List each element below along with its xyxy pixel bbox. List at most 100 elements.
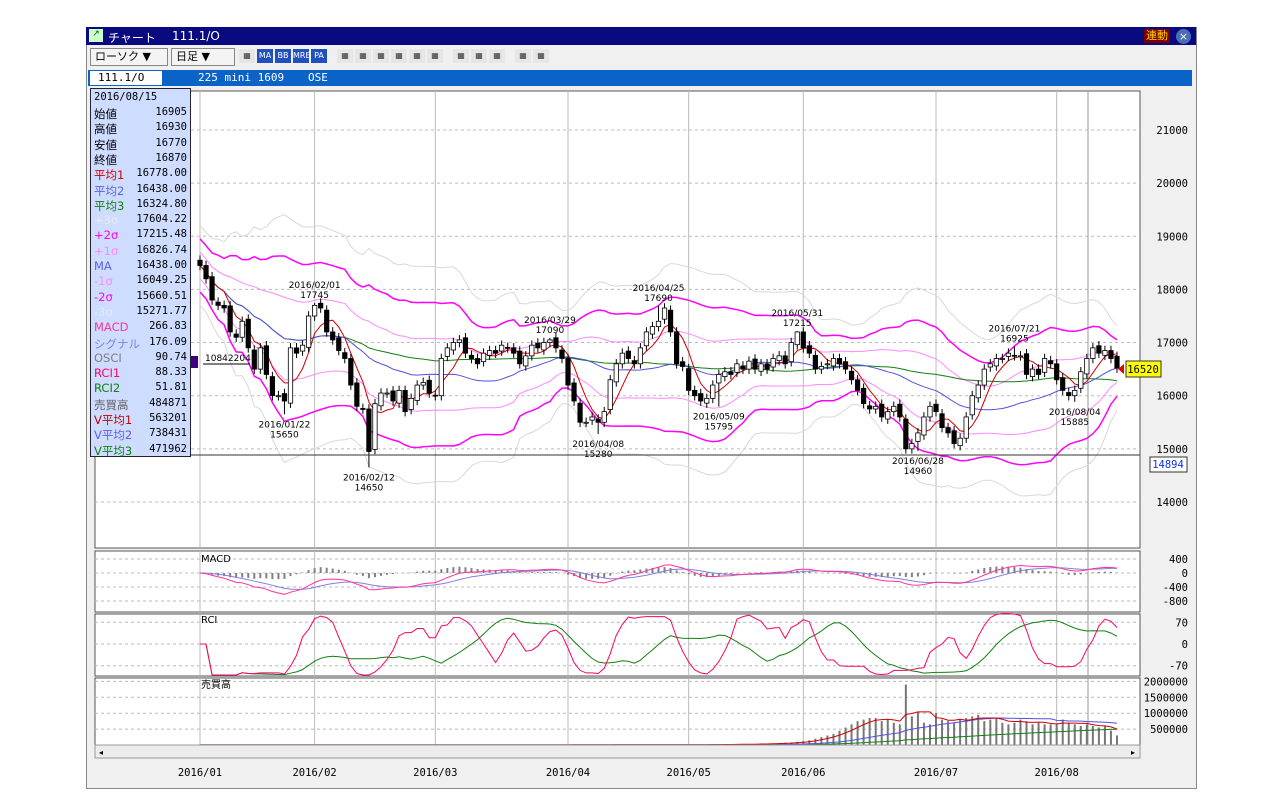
candle: [1042, 353, 1048, 378]
candle-body: [818, 366, 824, 370]
rci-pane: [94, 613, 1141, 677]
candle: [209, 271, 215, 305]
window-title: チャート: [108, 31, 156, 45]
info-row: +3σ 17604.22: [94, 213, 187, 228]
candle-body: [221, 304, 227, 309]
candle: [836, 353, 843, 369]
candle-body: [456, 339, 463, 343]
candle-body: [1023, 353, 1030, 375]
volume-pane: [94, 677, 1141, 746]
candle-body: [722, 371, 728, 377]
candle-body: [239, 320, 245, 338]
candle-body: [1048, 360, 1054, 365]
candle: [661, 303, 668, 324]
month-label: 2016/08: [1035, 767, 1079, 779]
scroll-left-icon[interactable]: ◂: [99, 748, 103, 757]
annotation-value: 15885: [1060, 418, 1089, 428]
candle: [529, 340, 535, 361]
annotation-date: 2016/05/31: [771, 309, 823, 319]
link-button[interactable]: 連動: [1144, 29, 1170, 43]
volume-tick-label: 500000: [1150, 724, 1188, 736]
candle-body: [396, 389, 402, 404]
macd-tick-label: 400: [1169, 554, 1188, 566]
tool-mre-button[interactable]: MRE: [293, 49, 311, 63]
settings-icon[interactable]: ▦: [515, 49, 531, 63]
link-icon[interactable]: ▦: [239, 49, 255, 63]
info-value: 16438.00: [136, 182, 187, 195]
candle: [511, 343, 517, 358]
candle: [625, 346, 631, 364]
crosshair-icon[interactable]: ▦: [355, 49, 371, 63]
candle-body: [589, 416, 595, 421]
candle: [885, 406, 891, 424]
info-label: RCI1: [94, 366, 121, 381]
period-dropdown[interactable]: 日足 ▼: [171, 48, 235, 66]
zoom-icon[interactable]: ▦: [391, 49, 407, 63]
tool-ma-button[interactable]: MA: [257, 49, 273, 63]
eraser-icon[interactable]: ▦: [489, 49, 505, 63]
chart-icon[interactable]: ▦: [337, 49, 353, 63]
candle: [776, 351, 782, 366]
tool-bb-button[interactable]: BB: [275, 49, 291, 63]
month-label: 2016/02: [292, 767, 336, 779]
candle: [1029, 364, 1036, 382]
close-icon[interactable]: ×: [1176, 29, 1191, 44]
info-row: RCI1 88.33: [94, 366, 187, 381]
candle-body: [649, 326, 656, 335]
candle-body: [836, 358, 843, 365]
annotation-value: 15795: [705, 423, 734, 433]
candle-body: [354, 382, 360, 407]
candle: [939, 408, 945, 433]
candle-body: [275, 395, 282, 398]
candle: [342, 347, 348, 364]
candle: [1017, 351, 1024, 361]
candle-body: [1029, 368, 1036, 377]
cursor-icon[interactable]: ▦: [471, 49, 487, 63]
candle: [957, 433, 963, 451]
candle: [673, 327, 680, 369]
candle: [559, 345, 565, 364]
info-date: 2016/08/15: [94, 91, 158, 103]
table-icon[interactable]: ▦: [427, 49, 443, 63]
candle-body: [571, 382, 577, 402]
tool-pa-button[interactable]: PA: [311, 49, 327, 63]
candle: [999, 353, 1005, 364]
candle: [1090, 343, 1096, 364]
candle: [396, 385, 402, 408]
fibonacci-icon[interactable]: ▦: [533, 49, 549, 63]
bb-plus3-line: [199, 214, 1118, 340]
info-row: V平均1 563201: [94, 412, 187, 427]
candle-body: [752, 358, 758, 370]
candle: [239, 316, 245, 343]
candle-body: [330, 331, 336, 341]
calc-icon[interactable]: ▦: [409, 49, 425, 63]
exchange: OSE: [308, 71, 328, 84]
candle: [547, 337, 553, 348]
month-label: 2016/01: [178, 767, 222, 779]
pen-icon[interactable]: ▦: [453, 49, 469, 63]
candle-body: [378, 392, 384, 407]
chart-type-dropdown[interactable]: ローソク ▼: [90, 48, 168, 66]
candle-body: [1114, 355, 1120, 369]
candle: [770, 353, 776, 372]
candle-body: [324, 309, 330, 333]
candle-body: [432, 394, 438, 397]
info-row: -2σ 15660.51: [94, 290, 187, 305]
candle-body: [704, 397, 710, 404]
candle: [867, 401, 873, 414]
info-value: 176.09: [149, 335, 187, 348]
horizontal-scrollbar[interactable]: [94, 744, 1141, 759]
candle: [336, 332, 342, 356]
candle: [963, 412, 969, 443]
yen-icon[interactable]: ▦: [373, 49, 389, 63]
macd-label: MACD: [201, 554, 231, 565]
annotation-date: 2016/02/12: [343, 473, 395, 483]
candle-body: [408, 397, 414, 410]
scroll-right-icon[interactable]: ▸: [1131, 748, 1135, 757]
info-row: RCI2 51.81: [94, 381, 187, 396]
candle: [553, 332, 559, 353]
candle: [667, 305, 674, 337]
candle-body: [565, 358, 571, 386]
candle-body: [438, 358, 444, 397]
symbol-input[interactable]: 111.1/O: [90, 71, 162, 85]
